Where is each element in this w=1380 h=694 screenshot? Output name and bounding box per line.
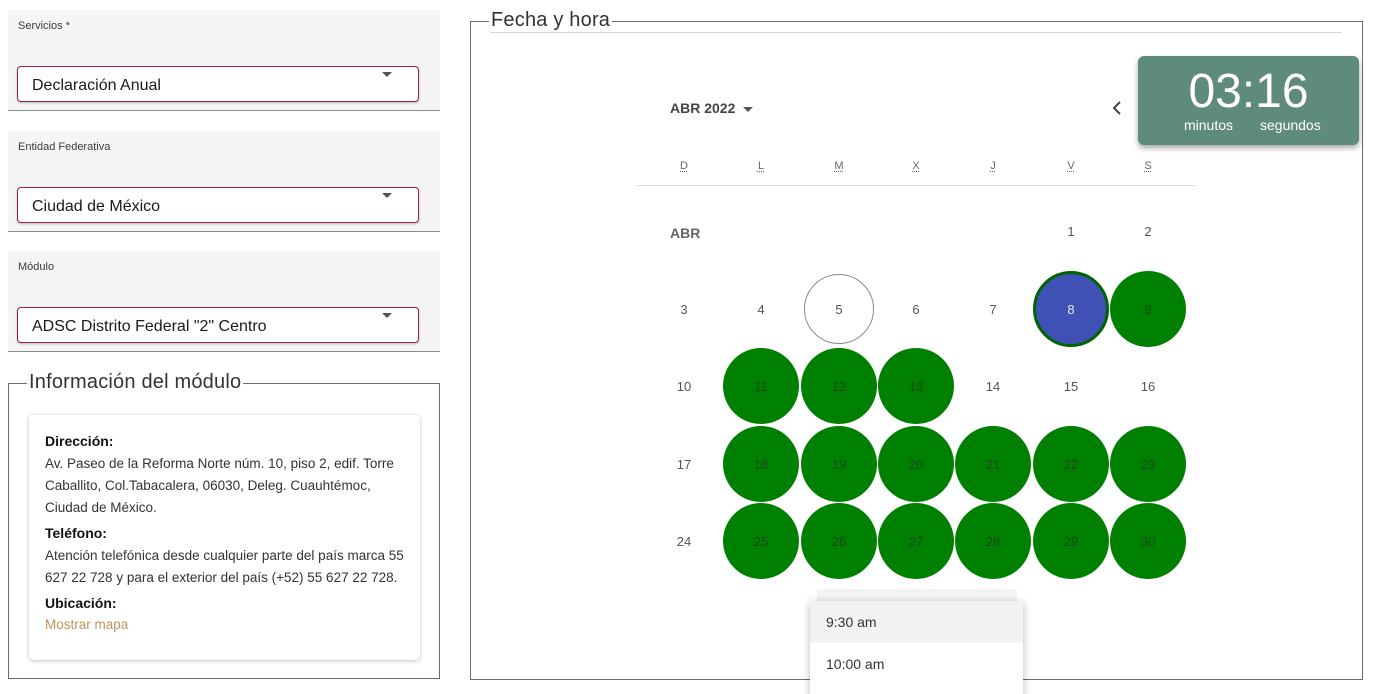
entidad-field: Entidad Federativa Ciudad de México: [8, 131, 440, 232]
calendar-day[interactable]: 15: [1033, 348, 1109, 424]
calendar-day[interactable]: 28: [955, 503, 1031, 579]
servicios-select[interactable]: Declaración Anual: [17, 66, 419, 102]
modulo-field: Módulo ADSC Distrito Federal "2" Centro: [8, 251, 440, 352]
calendar-day[interactable]: 10: [646, 348, 722, 424]
servicios-field: Servicios * Declaración Anual: [8, 10, 440, 111]
servicios-label: Servicios *: [18, 20, 70, 32]
address-label: Dirección:: [45, 433, 404, 449]
caret-down-icon: [743, 107, 753, 112]
calendar-day[interactable]: 5: [804, 274, 874, 344]
calendar-day[interactable]: 20: [878, 426, 954, 502]
module-info-legend: Información del módulo: [27, 372, 243, 392]
modulo-select[interactable]: ADSC Distrito Federal "2" Centro: [17, 307, 419, 343]
phone-label: Teléfono:: [45, 525, 404, 541]
calendar-day[interactable]: 22: [1033, 426, 1109, 502]
calendar-day[interactable]: 30: [1110, 503, 1186, 579]
entidad-label: Entidad Federativa: [18, 141, 110, 153]
calendar-day[interactable]: 16: [1110, 348, 1186, 424]
calendar-day[interactable]: 18: [723, 426, 799, 502]
address-text: Av. Paseo de la Reforma Norte núm. 10, p…: [45, 453, 404, 519]
calendar-day[interactable]: 13: [878, 348, 954, 424]
month-year-label: ABR 2022: [670, 100, 735, 116]
servicios-value: Declaración Anual: [32, 77, 161, 95]
month-year-button[interactable]: ABR 2022: [670, 100, 753, 116]
weekday-label: L: [741, 160, 781, 172]
weekday-label: S: [1128, 160, 1168, 172]
legend-divider: [490, 32, 1342, 33]
previous-month-button[interactable]: [1106, 96, 1128, 120]
calendar-day[interactable]: 26: [801, 503, 877, 579]
calendar-day[interactable]: 1: [1033, 193, 1109, 269]
timer-value: 03:16: [1138, 64, 1359, 120]
time-option[interactable]: 10:00 am: [810, 643, 1023, 685]
calendar-day[interactable]: 29: [1033, 503, 1109, 579]
weekday-divider: [637, 185, 1195, 186]
calendar-day[interactable]: 12: [801, 348, 877, 424]
entidad-select[interactable]: Ciudad de México: [17, 187, 419, 223]
calendar-day[interactable]: 17: [646, 426, 722, 502]
weekday-label: D: [664, 160, 704, 172]
calendar-day[interactable]: 24: [646, 503, 722, 579]
timer-minutes-label: minutos: [1184, 117, 1233, 133]
show-map-link[interactable]: Mostrar mapa: [45, 617, 128, 632]
calendar-day[interactable]: 8: [1033, 271, 1109, 347]
module-info-card: Dirección: Av. Paseo de la Reforma Norte…: [29, 415, 420, 660]
location-block: Ubicación: Mostrar mapa: [45, 595, 404, 634]
phone-text: Atención telefónica desde cualquier part…: [45, 545, 404, 589]
chevron-left-icon: [1106, 96, 1128, 120]
calendar-day[interactable]: 23: [1110, 426, 1186, 502]
calendar-day[interactable]: 25: [723, 503, 799, 579]
calendar-day[interactable]: 6: [878, 271, 954, 347]
session-timer: 03:16 minutos segundos: [1138, 56, 1359, 145]
address-block: Dirección: Av. Paseo de la Reforma Norte…: [45, 433, 404, 519]
weekday-label: J: [973, 160, 1013, 172]
calendar-day[interactable]: 3: [646, 271, 722, 347]
timer-seconds-label: segundos: [1260, 117, 1321, 133]
weekday-label: V: [1051, 160, 1091, 172]
time-options-menu: 9:30 am 10:00 am: [810, 601, 1023, 694]
entidad-value: Ciudad de México: [32, 198, 160, 216]
modulo-value: ADSC Distrito Federal "2" Centro: [32, 318, 267, 336]
module-info-fieldset: Información del módulo Dirección: Av. Pa…: [8, 383, 440, 679]
location-label: Ubicación:: [45, 595, 404, 611]
calendar-day[interactable]: 2: [1110, 193, 1186, 269]
weekday-label: X: [896, 160, 936, 172]
calendar-day[interactable]: 27: [878, 503, 954, 579]
calendar-day[interactable]: 4: [723, 271, 799, 347]
calendar-day[interactable]: 19: [801, 426, 877, 502]
phone-block: Teléfono: Atención telefónica desde cual…: [45, 525, 404, 589]
modulo-label: Módulo: [18, 261, 54, 273]
calendar-day[interactable]: 14: [955, 348, 1031, 424]
caret-down-icon: [382, 313, 392, 318]
calendar-day[interactable]: 11: [723, 348, 799, 424]
calendar-day[interactable]: 21: [955, 426, 1031, 502]
caret-down-icon: [382, 72, 392, 77]
time-option[interactable]: 9:30 am: [810, 601, 1023, 643]
date-time-legend: Fecha y hora: [489, 10, 612, 30]
month-row-label: ABR: [670, 225, 700, 241]
weekday-label: M: [819, 160, 859, 172]
calendar-day[interactable]: 7: [955, 271, 1031, 347]
calendar-day[interactable]: 9: [1110, 271, 1186, 347]
caret-down-icon: [382, 193, 392, 198]
